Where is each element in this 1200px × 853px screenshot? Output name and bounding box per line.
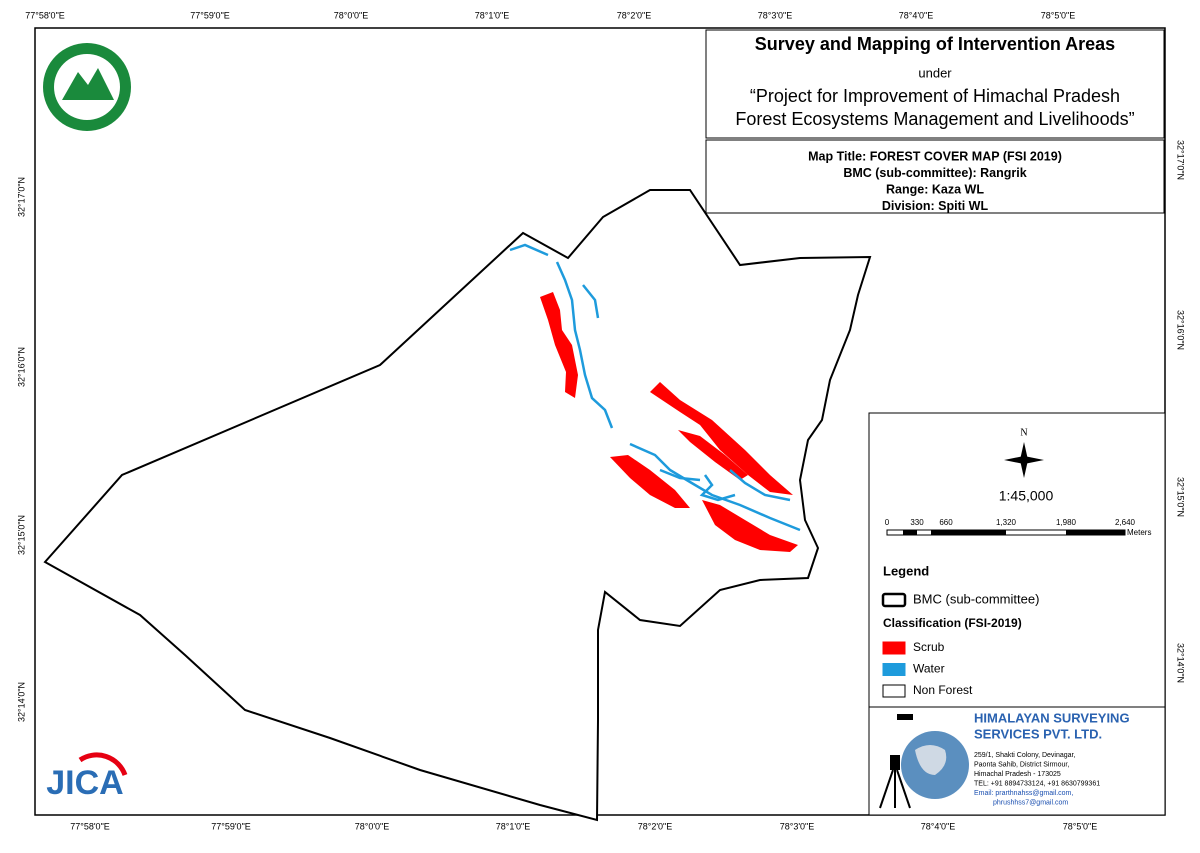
- coordinate-label: 78°5'0"E: [1041, 10, 1076, 20]
- map-info-line: Range: Kaza WL: [886, 182, 984, 196]
- map-info-line: Map Title: FOREST COVER MAP (FSI 2019): [808, 149, 1062, 163]
- forest-logo: [43, 43, 131, 131]
- scale-label: 1,320: [996, 518, 1017, 527]
- coordinate-label: 32°17'0"N: [16, 177, 26, 217]
- scrub-area: [702, 500, 798, 552]
- coordinate-label: 78°4'0"E: [899, 10, 934, 20]
- water-stream: [509, 243, 549, 257]
- water-stream: [699, 474, 736, 502]
- company-logo: [879, 714, 969, 809]
- legend-label: Water: [913, 662, 945, 676]
- coordinate-label: 78°1'0"E: [496, 821, 531, 831]
- coordinate-label: 78°0'0"E: [355, 821, 390, 831]
- legend-title: Legend: [883, 563, 929, 578]
- project-line: “Project for Improvement of Himachal Pra…: [750, 86, 1120, 106]
- coordinate-label: 32°16'0"N: [1176, 310, 1186, 350]
- water-stream: [582, 284, 600, 319]
- legend-swatch: [882, 641, 906, 655]
- title-box: [705, 29, 1165, 139]
- water-stream: [629, 442, 801, 532]
- legend-label: Scrub: [913, 640, 945, 654]
- bmc-boundary: [43, 189, 872, 822]
- scrub-area: [540, 292, 578, 398]
- coordinate-label: 78°2'0"E: [617, 10, 652, 20]
- scrub-area: [610, 455, 690, 508]
- address-line: Paonta Sahib, District Sirmour,: [974, 761, 1069, 768]
- company-address: 259/1, Shakti Colony, Devinagar, Paonta S…: [974, 752, 1100, 807]
- address-line: phrushhss7@gmail.com: [993, 799, 1068, 806]
- address-line: 259/1, Shakti Colony, Devinagar,: [974, 752, 1075, 759]
- jica-logo: JICA: [46, 752, 128, 802]
- map-info-line: Division: Spiti WL: [882, 199, 989, 213]
- coordinate-label: 32°15'0"N: [1176, 477, 1186, 517]
- coordinate-label: 78°0'0"E: [334, 10, 369, 20]
- coordinate-label: 78°1'0"E: [475, 10, 510, 20]
- company-name: SERVICES PVT. LTD.: [974, 726, 1102, 741]
- scale-label: 0: [885, 518, 890, 527]
- north-label: N: [1020, 427, 1027, 438]
- scale-unit: Meters: [1127, 528, 1151, 537]
- coordinate-label: 77°58'0"E: [70, 821, 110, 831]
- scrub-area: [678, 430, 748, 480]
- coordinate-label: 78°3'0"E: [780, 821, 815, 831]
- coordinate-label: 32°14'0"N: [1176, 643, 1186, 683]
- info-box: [705, 139, 1165, 214]
- map-info: Map Title: FOREST COVER MAP (FSI 2019) BM…: [808, 149, 1062, 213]
- coordinate-label: 78°2'0"E: [638, 821, 673, 831]
- coordinate-label: 77°59'0"E: [211, 821, 251, 831]
- subtitle-under: under: [918, 65, 952, 80]
- scale-label: 660: [939, 518, 953, 527]
- coordinate-label: 32°14'0"N: [16, 682, 26, 722]
- address-line: Email: prarthnahss@gmail.com,: [974, 790, 1073, 797]
- scrub-area: [650, 382, 793, 495]
- legend-label: BMC (sub-committee): [913, 591, 1039, 606]
- scale-label: 2,640: [1115, 518, 1136, 527]
- legend-swatch: [882, 684, 906, 698]
- coordinate-label: 78°4'0"E: [921, 821, 956, 831]
- coordinate-label: 77°59'0"E: [190, 10, 230, 20]
- coordinate-label: 77°58'0"E: [25, 10, 65, 20]
- coordinate-label: 32°16'0"N: [16, 347, 26, 387]
- legend-items: Scrub Water Non Forest: [882, 640, 973, 698]
- legend-label: Non Forest: [913, 683, 973, 697]
- title: Survey and Mapping of Intervention Areas: [755, 34, 1115, 54]
- water-stream: [555, 261, 614, 429]
- project-line: Forest Ecosystems Management and Livelih…: [735, 109, 1134, 129]
- address-line: TEL: +91 8894733124, +91 8630799361: [974, 780, 1100, 787]
- map-info-line: BMC (sub-committee): Rangrik: [843, 166, 1026, 180]
- legend-swatch: [881, 592, 907, 608]
- company-name: HIMALAYAN SURVEYING: [974, 710, 1130, 725]
- water-stream: [729, 469, 791, 502]
- legend-subtitle: Classification (FSI-2019): [883, 616, 1022, 630]
- scale-ratio: 1:45,000: [999, 488, 1054, 504]
- coordinate-label: 78°5'0"E: [1063, 821, 1098, 831]
- coordinate-label: 32°15'0"N: [16, 515, 26, 555]
- jica-text: JICA: [46, 764, 123, 802]
- scale-label: 330: [910, 518, 924, 527]
- legend-swatch: [882, 663, 906, 676]
- north-arrow: N: [1004, 427, 1044, 478]
- graticule-labels: 77°58'0"E 77°59'0"E 78°0'0"E 78°1'0"E 78°2'0…: [16, 10, 1185, 831]
- coordinate-label: 78°3'0"E: [758, 10, 793, 20]
- scrub-areas: [540, 292, 798, 552]
- scale-label: 1,980: [1056, 518, 1077, 527]
- address-line: Himachal Pradesh - 173025: [974, 771, 1061, 778]
- water-stream: [659, 468, 701, 482]
- coordinate-label: 32°17'0"N: [1176, 140, 1186, 180]
- water-streams: [509, 243, 801, 532]
